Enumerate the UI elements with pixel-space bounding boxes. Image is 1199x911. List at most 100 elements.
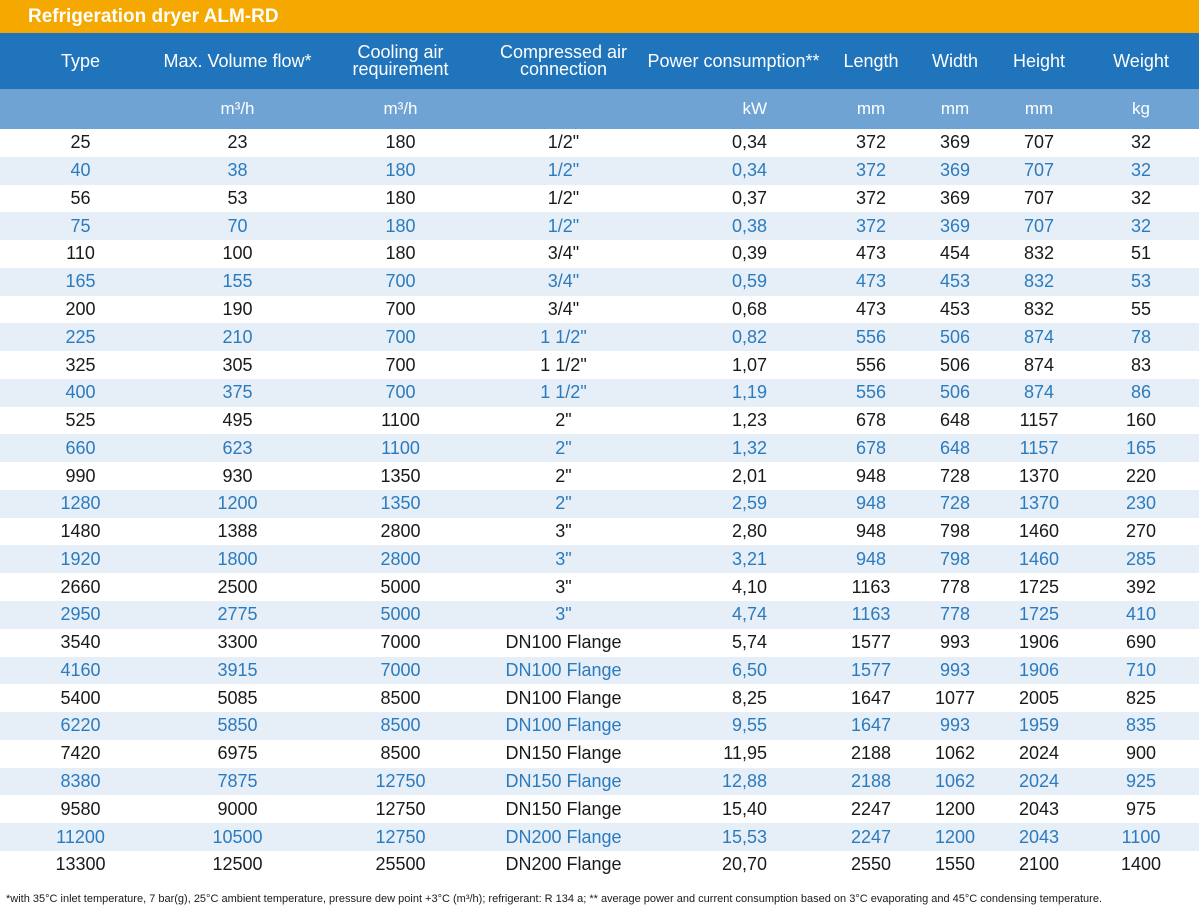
cell-height: 1157 — [1019, 410, 1059, 431]
cell-cooling-air: 8500 — [380, 687, 421, 708]
cell-weight: 32 — [1130, 132, 1152, 153]
cell-power: 0,68 — [731, 298, 767, 319]
cell-power: 15,40 — [721, 798, 767, 819]
cell-length: 1163 — [851, 576, 891, 597]
cell-volume-flow: 6975 — [217, 743, 258, 764]
cell-power: 0,59 — [640, 267, 827, 296]
cell-power: 6,50 — [640, 656, 827, 685]
table-row: 25 23 180 1/2" 0,34 372 369 707 32 — [0, 129, 1199, 157]
cell-volume-flow: 210 — [161, 323, 314, 352]
cell-type: 990 — [65, 465, 96, 486]
header-type: Type — [0, 33, 161, 89]
cell-length: 372 — [855, 132, 887, 153]
cell-connection: 1/2" — [547, 187, 580, 208]
cell-cooling-air: 180 — [385, 187, 416, 208]
cell-power: 12,88 — [640, 767, 827, 796]
cell-length: 948 — [827, 489, 915, 518]
cell-weight: 690 — [1125, 632, 1157, 653]
cell-connection: 3/4" — [547, 243, 580, 264]
cell-power: 0,39 — [731, 243, 767, 264]
cell-width: 453 — [915, 267, 995, 296]
cell-volume-flow: 38 — [161, 156, 314, 185]
unit-power: kW — [640, 89, 827, 129]
cell-type: 225 — [0, 323, 161, 352]
table-row: 5400 5085 8500 DN100 Flange 8,25 1647 1077 2005… — [0, 684, 1199, 712]
cell-weight: 825 — [1125, 687, 1157, 708]
cell-weight: 975 — [1125, 798, 1157, 819]
cell-type: 75 — [0, 212, 161, 241]
cell-weight: 32 — [1083, 212, 1199, 241]
cell-cooling-air: 25500 — [375, 854, 426, 875]
cell-volume-flow: 2500 — [217, 576, 258, 597]
header-height: Height — [995, 33, 1083, 89]
cell-length: 556 — [855, 354, 887, 375]
cell-height: 1370 — [995, 489, 1083, 518]
cell-height: 707 — [1023, 132, 1055, 153]
cell-connection: 3" — [487, 545, 640, 574]
table-row: 1280 1200 1350 2" 2,59 948 728 1370 230 — [0, 489, 1199, 518]
cell-type: 110 — [66, 243, 95, 264]
cell-volume-flow: 1200 — [161, 489, 314, 518]
cell-height: 1959 — [995, 712, 1083, 740]
cell-weight: 1100 — [1083, 823, 1199, 851]
cell-length: 556 — [827, 378, 915, 407]
cell-volume-flow: 623 — [161, 434, 314, 463]
cell-width: 506 — [915, 378, 995, 407]
cell-weight: 410 — [1083, 601, 1199, 629]
cell-weight: 835 — [1083, 712, 1199, 740]
cell-width: 648 — [939, 410, 971, 431]
cell-cooling-air: 180 — [314, 212, 487, 241]
cell-height: 1157 — [995, 434, 1083, 463]
cell-cooling-air: 180 — [385, 243, 416, 264]
header-cooling-air: Cooling air requirement — [314, 33, 487, 89]
cell-width: 369 — [939, 132, 971, 153]
cell-height: 874 — [995, 323, 1083, 352]
unit-weight: kg — [1083, 89, 1199, 129]
cell-height: 874 — [995, 378, 1083, 407]
cell-height: 707 — [995, 156, 1083, 185]
cell-connection: DN100 Flange — [505, 632, 622, 653]
cell-connection: 2" — [487, 489, 640, 518]
cell-volume-flow: 70 — [161, 212, 314, 241]
unit-type — [0, 89, 161, 129]
cell-weight: 1400 — [1120, 854, 1162, 875]
header-power: Power consumption** — [640, 33, 827, 89]
cell-width: 728 — [939, 465, 971, 486]
cell-power: 20,70 — [721, 854, 767, 875]
table-row: 75 70 180 1/2" 0,38 372 369 707 32 — [0, 212, 1199, 241]
cell-connection: 3" — [487, 601, 640, 629]
table-row: 525 495 1100 2" 1,23 678 648 1157 160 — [0, 407, 1199, 435]
cell-power: 0,82 — [640, 323, 827, 352]
table-row: 9580 9000 12750 DN150 Flange 15,40 2247 1200 20… — [0, 795, 1199, 823]
cell-cooling-air: 180 — [385, 132, 416, 153]
cell-cooling-air: 8500 — [380, 743, 421, 764]
cell-length: 473 — [855, 243, 887, 264]
cell-width: 369 — [915, 156, 995, 185]
cell-volume-flow: 930 — [222, 465, 253, 486]
table-body: 25 23 180 1/2" 0,34 372 369 707 32 40 38 180 1/2" 0,3… — [0, 129, 1199, 879]
cell-width: 1200 — [915, 823, 995, 851]
cell-width: 1200 — [934, 798, 976, 819]
table-row: 110 100 180 3/4" 0,39 473 454 832 51 — [0, 240, 1199, 268]
cell-volume-flow: 3915 — [161, 656, 314, 685]
table-row: 165 155 700 3/4" 0,59 473 453 832 53 — [0, 267, 1199, 296]
cell-height: 1725 — [995, 601, 1083, 629]
cell-power: 5,74 — [731, 632, 767, 653]
cell-height: 1906 — [1018, 632, 1060, 653]
unit-width: mm — [915, 89, 995, 129]
cell-connection: 1 1/2" — [540, 354, 587, 375]
cell-length: 2247 — [850, 798, 892, 819]
unit-cooling-air: m³/h — [314, 89, 487, 129]
cell-height: 1460 — [995, 545, 1083, 574]
cell-power: 9,55 — [640, 712, 827, 740]
cell-height: 832 — [1023, 243, 1055, 264]
cell-length: 556 — [827, 323, 915, 352]
cell-weight: 83 — [1130, 354, 1152, 375]
cell-type: 3540 — [60, 632, 101, 653]
cell-height: 2100 — [1018, 854, 1060, 875]
cell-weight: 55 — [1130, 298, 1152, 319]
cell-type: 200 — [65, 298, 96, 319]
cell-type: 525 — [65, 410, 96, 431]
table-row: 6220 5850 8500 DN100 Flange 9,55 1647 993 1959 8… — [0, 712, 1199, 740]
cell-weight: 160 — [1125, 410, 1157, 431]
